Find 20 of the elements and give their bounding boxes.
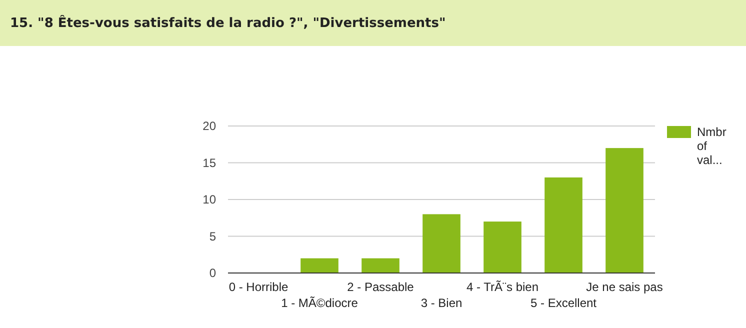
- y-tick-label: 5: [209, 229, 216, 244]
- bar: [362, 258, 400, 273]
- y-tick-label: 10: [202, 192, 216, 206]
- x-tick-label: 2 - Passable: [347, 280, 414, 294]
- x-tick-label: Je ne sais pas: [586, 280, 663, 294]
- bar: [544, 177, 582, 273]
- bar: [300, 258, 338, 273]
- legend-label: Nmbr of val...: [697, 125, 726, 167]
- y-tick-label: 20: [202, 119, 216, 133]
- y-tick-label: 15: [202, 156, 216, 170]
- bar: [484, 222, 522, 273]
- bar: [606, 148, 644, 273]
- x-tick-label: 1 - MÃ©diocre: [281, 296, 358, 310]
- x-tick-label: 4 - TrÃ¨s bien: [466, 280, 539, 294]
- y-tick-label: 0: [209, 266, 216, 280]
- x-tick-label: 3 - Bien: [420, 296, 462, 310]
- bar: [422, 214, 460, 273]
- chart-title: 15. "8 Êtes-vous satisfaits de la radio ?", "Divertissements": [10, 14, 446, 31]
- x-tick-label: 5 - Excellent: [530, 296, 598, 310]
- x-tick-label: 0 - Horrible: [228, 280, 288, 294]
